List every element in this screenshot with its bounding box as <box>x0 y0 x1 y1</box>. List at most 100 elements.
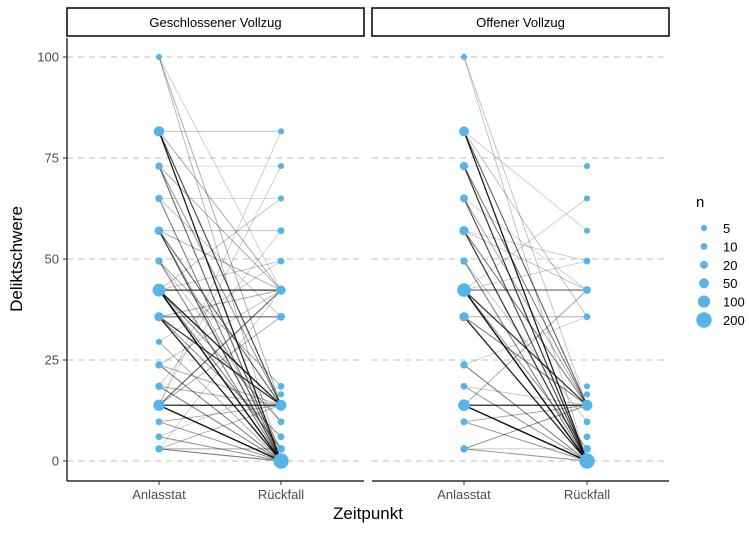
y-tick-label: 100 <box>37 50 59 65</box>
link-line <box>158 131 282 291</box>
legend-key <box>700 224 708 232</box>
x-tick-label: Rückfall <box>258 487 304 502</box>
link-line <box>158 289 282 406</box>
link-line <box>463 385 588 462</box>
link-lines <box>463 56 588 462</box>
legend-key <box>700 242 708 250</box>
point-rueckfall <box>579 453 595 469</box>
link-line <box>158 165 282 406</box>
link-line <box>463 448 588 462</box>
link-line <box>158 165 282 462</box>
link-line <box>463 260 588 423</box>
link-line <box>463 131 588 462</box>
point-rueckfall <box>583 257 591 265</box>
point-anlasstat <box>460 194 468 203</box>
facet-strip-label: Offener Vollzug <box>476 15 565 30</box>
point-anlasstat <box>459 161 469 171</box>
x-tick-label: Rückfall <box>564 487 610 502</box>
link-line <box>463 404 588 450</box>
link-line <box>463 260 588 291</box>
point-anlasstat <box>459 126 469 137</box>
point-anlasstat <box>154 226 164 236</box>
point-rueckfall <box>581 399 593 411</box>
point-rueckfall <box>276 285 286 295</box>
legend-title: n <box>696 194 704 211</box>
link-line <box>158 165 282 406</box>
point-anlasstat <box>155 338 163 345</box>
link-line <box>463 165 588 406</box>
point-anlasstat <box>458 399 470 412</box>
size-legend: n 5 10 20 50 100 200 <box>696 194 745 328</box>
point-anlasstat <box>460 418 468 426</box>
link-line <box>463 198 588 291</box>
point-rueckfall <box>277 163 285 170</box>
y-axis: 0 25 50 75 100 <box>37 38 68 481</box>
link-line <box>158 316 282 462</box>
legend-label: 50 <box>723 276 737 291</box>
legend-label: 10 <box>723 239 737 254</box>
point-rueckfall <box>583 391 591 398</box>
point-anlasstat <box>155 418 163 426</box>
legend-key <box>699 278 709 289</box>
link-line <box>463 316 588 406</box>
link-line <box>158 230 282 291</box>
point-anlasstat <box>155 257 163 265</box>
points <box>152 53 289 469</box>
link-line <box>463 56 588 462</box>
point-rueckfall <box>277 382 285 390</box>
point-rueckfall <box>583 195 591 202</box>
legend-key <box>700 260 708 269</box>
link-line <box>158 385 282 406</box>
link-line <box>158 230 282 387</box>
link-line <box>158 404 282 462</box>
point-rueckfall <box>277 312 285 321</box>
legend-label: 20 <box>723 258 737 273</box>
point-anlasstat <box>460 382 468 390</box>
point-rueckfall <box>583 433 591 441</box>
link-line <box>158 364 282 406</box>
point-rueckfall <box>273 453 289 469</box>
link-line <box>158 289 282 366</box>
link-line <box>158 230 282 450</box>
point-rueckfall <box>583 313 591 321</box>
link-line <box>158 260 282 387</box>
point-anlasstat <box>155 162 163 170</box>
link-line <box>158 198 282 291</box>
legend-key <box>697 295 711 308</box>
link-line <box>463 289 588 450</box>
link-line <box>158 165 282 291</box>
y-tick-label: 25 <box>45 353 59 368</box>
link-line <box>158 421 282 462</box>
point-anlasstat <box>155 382 163 390</box>
point-rueckfall <box>277 391 285 398</box>
point-anlasstat <box>459 312 469 322</box>
link-line <box>463 131 588 406</box>
point-anlasstat <box>155 445 163 453</box>
legend-label: 200 <box>723 313 745 328</box>
link-line <box>158 436 282 462</box>
point-anlasstat <box>460 53 468 61</box>
legend-label: 5 <box>723 221 730 236</box>
link-line <box>158 260 282 343</box>
link-line <box>158 404 282 423</box>
link-line <box>158 316 282 406</box>
link-line <box>158 385 282 438</box>
link-line <box>463 289 588 462</box>
link-line <box>463 230 588 262</box>
link-line <box>158 198 282 462</box>
point-rueckfall <box>583 418 591 426</box>
y-tick-label: 75 <box>45 151 59 166</box>
link-line <box>158 404 282 450</box>
link-line <box>158 131 282 406</box>
point-rueckfall <box>277 433 285 441</box>
link-line <box>158 198 282 318</box>
facet-strip <box>66 7 365 37</box>
link-line <box>463 230 588 406</box>
link-line <box>463 289 588 406</box>
point-rueckfall <box>277 257 285 265</box>
link-line <box>463 289 588 406</box>
facet-panel: Geschlossener Vollzug Anlasstat Rückfall <box>66 7 365 502</box>
link-line <box>463 165 588 462</box>
